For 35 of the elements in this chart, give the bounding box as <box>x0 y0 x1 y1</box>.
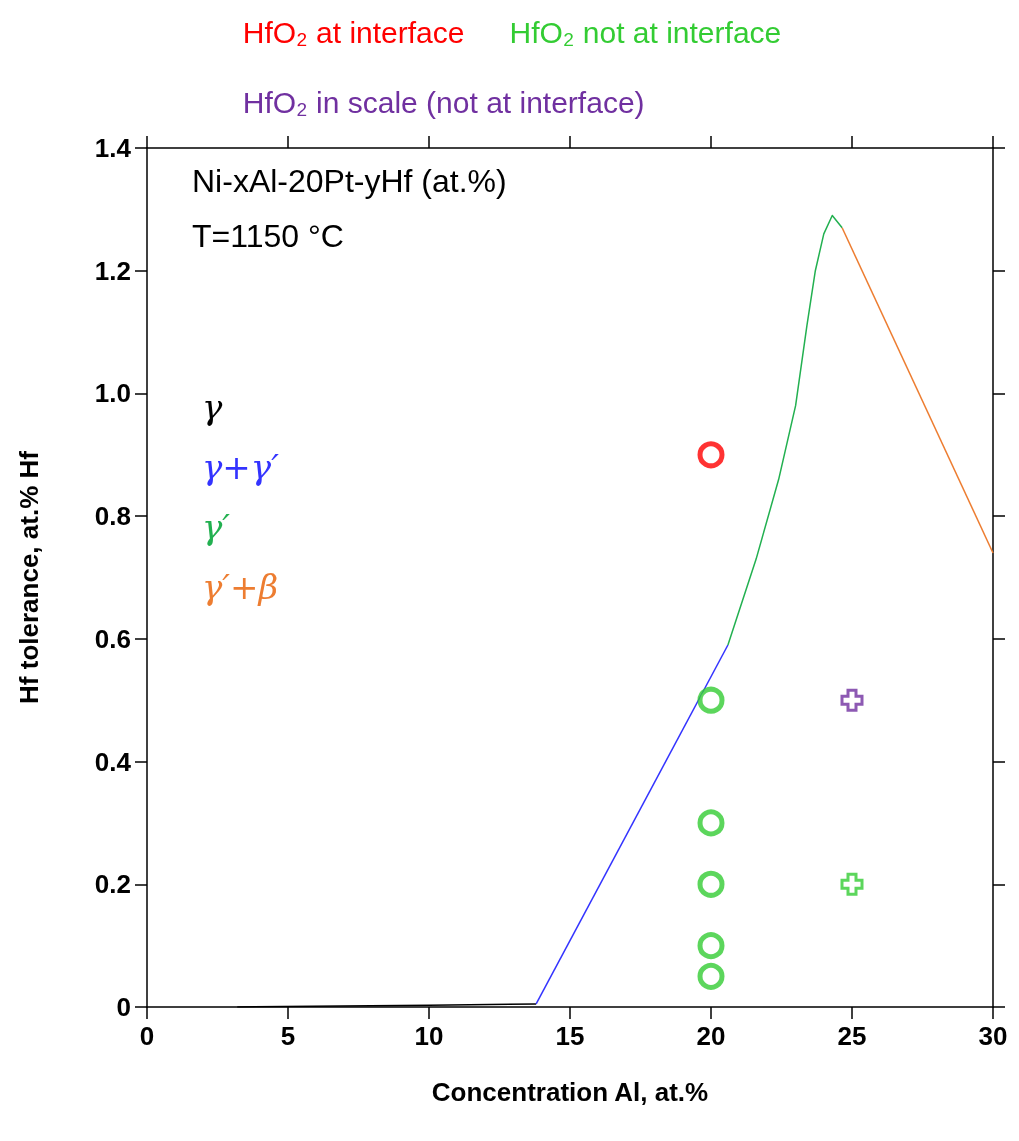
point <box>697 932 725 960</box>
point <box>697 962 725 990</box>
point <box>697 870 725 898</box>
y-tick-label: 1.2 <box>94 255 131 286</box>
text: HfO₂ not at interface <box>509 15 782 49</box>
y-tick-label: 0.4 <box>94 746 132 777</box>
text: γ′+β <box>202 567 279 607</box>
point <box>840 872 864 896</box>
line-series <box>727 214 843 646</box>
point <box>697 441 725 469</box>
point <box>697 809 725 837</box>
y-tick-label: 1.0 <box>94 378 131 409</box>
text: γ+γ′ <box>202 447 280 487</box>
y-tick-label: 0.8 <box>94 501 131 532</box>
x-tick-label: 30 <box>978 1021 1008 1051</box>
y-tick-label: 1.4 <box>94 133 132 163</box>
x-tick-label: 25 <box>837 1021 867 1051</box>
text: γ <box>202 387 223 427</box>
x-tick-label: 5 <box>280 1021 296 1051</box>
text: HfO₂ in scale (not at interface) <box>242 85 645 119</box>
text: HfO₂ at interface <box>242 15 465 49</box>
y-tick-label: 0.6 <box>94 623 131 654</box>
x-tick-label: 20 <box>696 1021 726 1051</box>
annotation: T=1150 °C <box>192 218 344 254</box>
y-axis-title: Hf tolerance, at.% Hf <box>14 450 44 704</box>
x-tick-label: 15 <box>555 1021 585 1051</box>
y-tick-label: 0.2 <box>94 869 131 900</box>
x-axis-title: Concentration Al, at.% <box>431 1077 709 1107</box>
annotation: Ni-xAl-20Pt-yHf (at.%) <box>192 163 507 199</box>
x-tick-label: 0 <box>139 1021 155 1051</box>
text: γ′ <box>202 507 231 547</box>
y-tick-label: 0 <box>116 992 131 1022</box>
point <box>840 688 864 712</box>
point <box>697 686 725 714</box>
x-tick-label: 10 <box>414 1021 444 1051</box>
